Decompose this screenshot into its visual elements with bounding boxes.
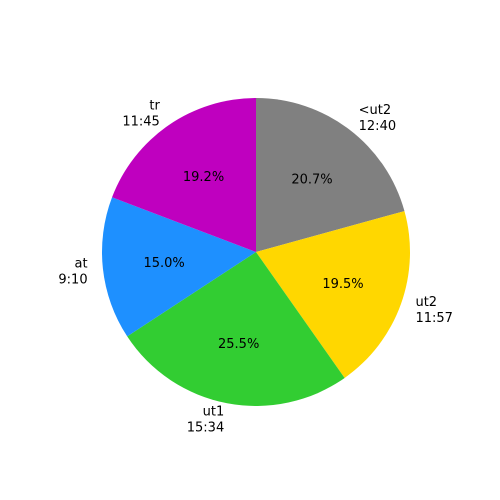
pie-slice — [112, 98, 256, 252]
category-label: ut1 15:34 — [187, 404, 224, 435]
category-label: ut2 11:57 — [415, 295, 452, 326]
category-label: <ut2 12:40 — [359, 103, 396, 134]
category-label-line: ut1 — [203, 404, 225, 419]
pie-slice — [102, 197, 256, 337]
category-label-line: 15:34 — [187, 420, 224, 435]
category-label-line: tr — [149, 99, 160, 114]
value-label: 19.2% — [183, 170, 224, 185]
category-label-line: 12:40 — [359, 119, 396, 134]
category-label-line: 11:57 — [415, 311, 452, 326]
pie-slice — [256, 211, 410, 378]
category-label-line: 11:45 — [122, 115, 159, 130]
category-label: tr 11:45 — [122, 99, 160, 130]
pie-slice — [127, 252, 345, 406]
value-label: 15.0% — [143, 256, 184, 271]
pie-slice — [256, 98, 405, 252]
category-label-line: 9:10 — [58, 272, 87, 287]
category-label-line: ut2 — [415, 295, 437, 310]
value-label: 25.5% — [218, 337, 259, 352]
category-label-line: <ut2 — [359, 103, 392, 118]
value-label: 19.5% — [322, 277, 363, 292]
value-label: 20.7% — [291, 172, 332, 187]
category-label-line: at — [75, 256, 88, 271]
category-label: at 9:10 — [58, 256, 87, 287]
